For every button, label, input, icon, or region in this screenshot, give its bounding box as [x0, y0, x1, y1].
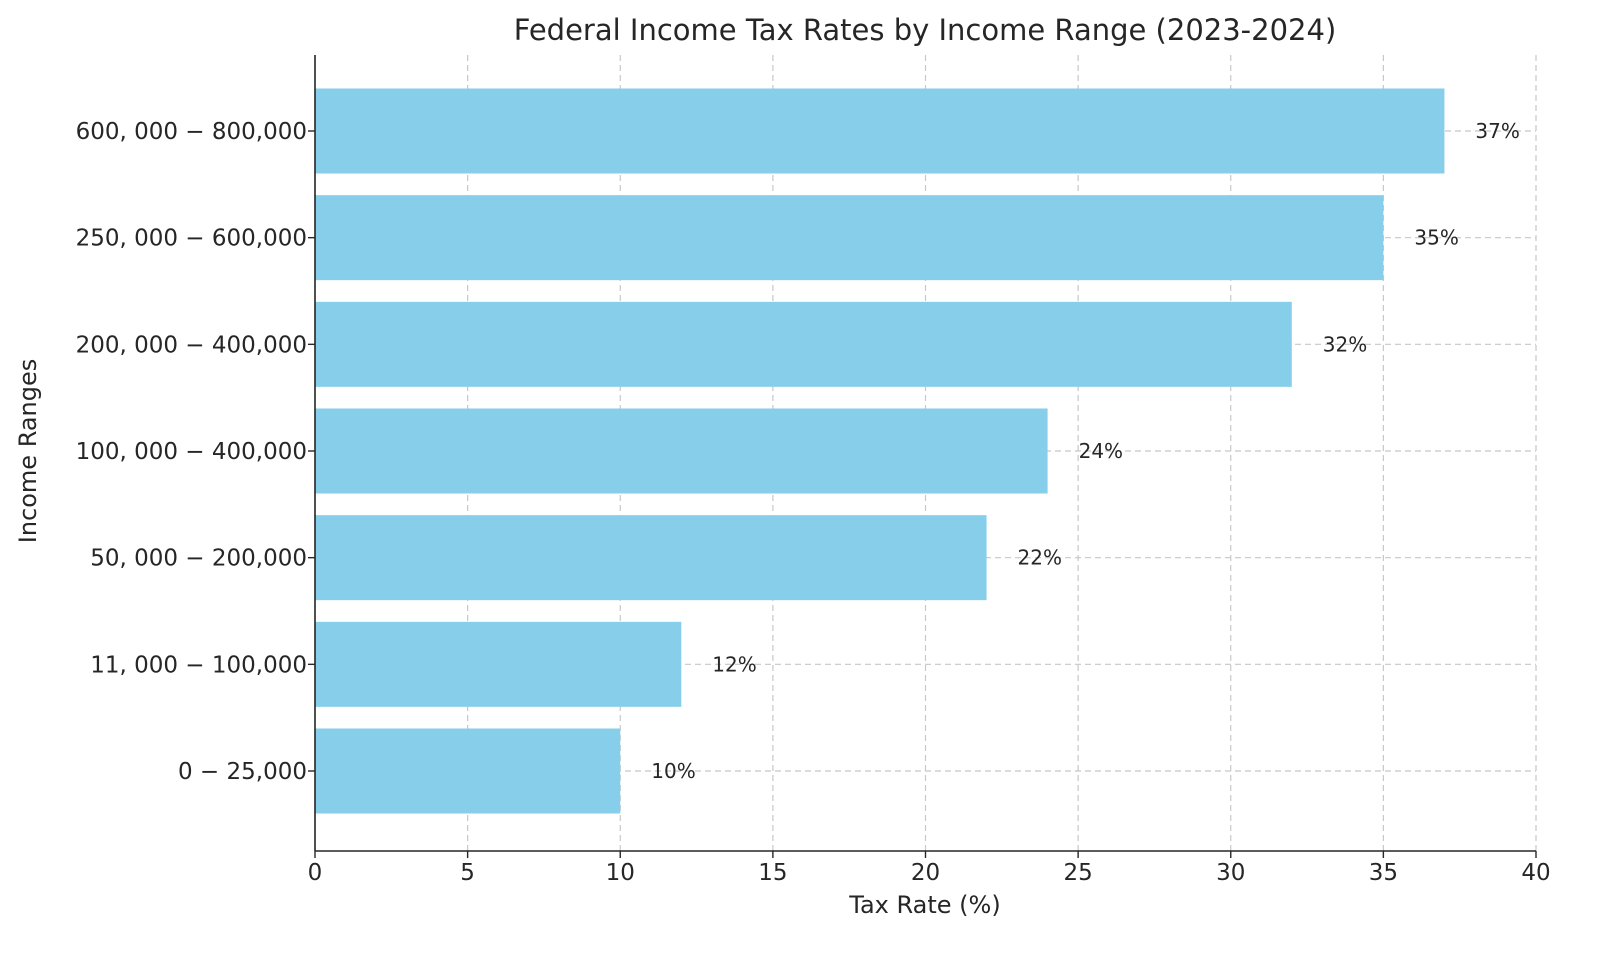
chart-title: Federal Income Tax Rates by Income Range… [514, 13, 1337, 47]
x-axis-label: Tax Rate (%) [848, 891, 1000, 919]
bar [315, 88, 1445, 174]
x-tick-label: 35 [1369, 860, 1398, 886]
x-tick-label: 10 [606, 860, 635, 886]
bar-value-label: 10% [651, 759, 695, 783]
y-tick-label: 600, 000 − 800,000 [76, 119, 307, 145]
bar [315, 408, 1048, 494]
y-tick-label: 0 − 25,000 [178, 759, 307, 785]
bar [315, 301, 1292, 387]
y-axis-label: Income Ranges [14, 359, 42, 544]
x-tick-label: 15 [758, 860, 787, 886]
x-tick-label: 30 [1216, 860, 1245, 886]
y-tick-label: 50, 000 − 200,000 [90, 546, 307, 572]
x-tick-label: 40 [1521, 860, 1550, 886]
bar-value-label: 37% [1475, 119, 1519, 143]
bar-value-label: 12% [712, 652, 756, 676]
bar-value-label: 22% [1018, 546, 1062, 570]
y-tick-label: 11, 000 − 100,000 [90, 652, 307, 678]
bar-value-label: 32% [1323, 332, 1367, 356]
bar [315, 195, 1384, 281]
bars [315, 88, 1445, 814]
y-tick-label: 100, 000 − 400,000 [76, 439, 307, 465]
x-tick-label: 20 [911, 860, 940, 886]
bar [315, 728, 621, 814]
bar [315, 515, 987, 601]
x-tick-label: 0 [308, 860, 323, 886]
data-labels: 10% 12% 22% 24% 32% 35% 37% [651, 119, 1520, 783]
bar-value-label: 35% [1414, 226, 1458, 250]
x-tick-label: 25 [1063, 860, 1092, 886]
bar [315, 621, 682, 707]
bar-value-label: 24% [1079, 439, 1123, 463]
x-tick-label: 5 [460, 860, 475, 886]
y-tick-label: 200, 000 − 400,000 [76, 332, 307, 358]
y-tick-label: 250, 000 − 600,000 [76, 226, 307, 252]
axes: 0 5 10 15 20 25 30 35 40 0 − 25,000 11, 000 − 100,… [76, 55, 1551, 886]
